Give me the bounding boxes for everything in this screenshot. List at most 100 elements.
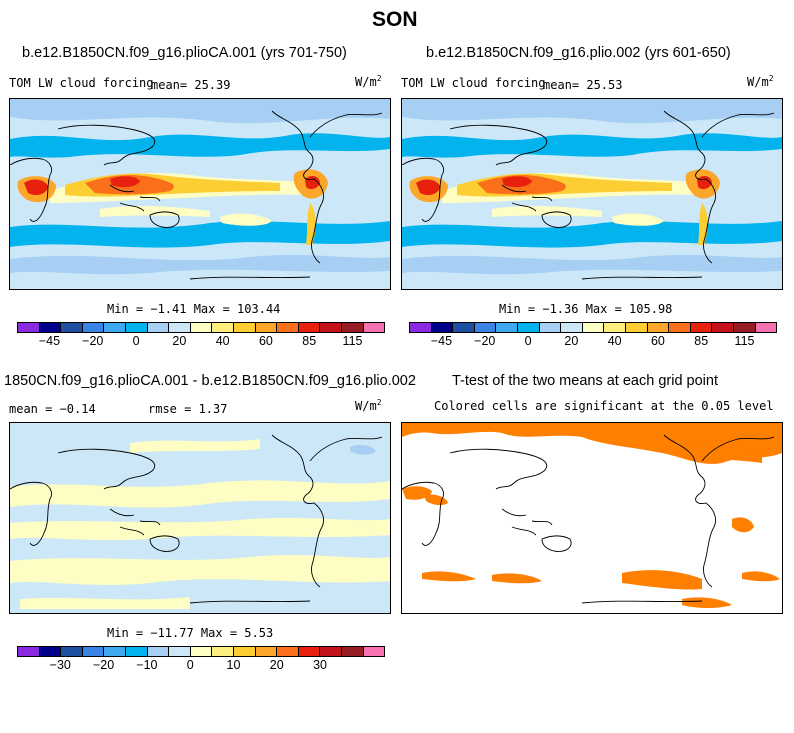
colorbar-cell: [341, 323, 364, 332]
panel2-units: W/m2: [747, 74, 774, 89]
colorbar-cell: [647, 323, 670, 332]
colorbar-tick-label: 115: [342, 334, 363, 348]
colorbar-cell: [212, 647, 234, 656]
colorbar-panel3-ticks: −30 −20 −10 0 10 20 30: [17, 658, 385, 674]
colorbar-cell: [18, 647, 40, 656]
panel1-units: W/m2: [355, 74, 382, 89]
colorbar-panel2: [409, 322, 777, 333]
colorbar-tick-label: 0: [132, 334, 140, 348]
colorbar-cell: [277, 323, 299, 332]
colorbar-cell: [104, 647, 126, 656]
colorbar-tick-label: −10: [136, 658, 158, 672]
colorbar-cell: [669, 323, 691, 332]
colorbar-cell: [190, 323, 213, 332]
colorbar-cell: [104, 323, 126, 332]
page-title: SON: [372, 8, 418, 31]
colorbar-cell: [82, 647, 105, 656]
colorbar-cell: [431, 323, 454, 332]
colorbar-cell: [582, 323, 605, 332]
colorbar-cell: [410, 323, 432, 332]
colorbar-tick-label: 30: [313, 658, 327, 672]
colorbar-tick-label: −20: [82, 334, 104, 348]
colorbar-tick-label: 20: [564, 334, 579, 348]
colorbar-tick-label: 85: [302, 334, 317, 348]
colorbar-cell: [39, 647, 62, 656]
panel3-title: 1850CN.f09_g16.plioCA.001 - b.e12.B1850C…: [4, 373, 416, 389]
panel3-rmse: rmse = 1.37: [148, 402, 228, 416]
panel4-subtitle: Colored cells are significant at the 0.0…: [434, 399, 774, 413]
colorbar-tick-label: 0: [524, 334, 532, 348]
colorbar-cell: [125, 323, 148, 332]
colorbar-cell: [496, 323, 518, 332]
panel1-mean: mean= 25.39: [151, 78, 231, 92]
panel1-variable: TOM LW cloud forcing: [9, 76, 154, 90]
colorbar-tick-label: 10: [226, 658, 241, 672]
colorbar-cell: [125, 647, 148, 656]
panel4-title: T-test of the two means at each grid poi…: [452, 373, 718, 389]
colorbar-cell: [363, 323, 385, 332]
colorbar-tick-label: −45: [430, 334, 453, 348]
colorbar-cell: [147, 323, 170, 332]
colorbar-tick-label: 20: [269, 658, 284, 672]
colorbar-cell: [277, 647, 299, 656]
colorbar-cell: [61, 647, 83, 656]
colorbar-cell: [561, 323, 583, 332]
colorbar-cell: [255, 647, 278, 656]
colorbar-cell: [212, 323, 234, 332]
colorbar-tick-label: 85: [694, 334, 709, 348]
colorbar-cell: [169, 323, 191, 332]
colorbar-cell: [517, 323, 540, 332]
map-panel4: [401, 422, 783, 614]
colorbar-cell: [298, 323, 321, 332]
colorbar-cell: [233, 323, 256, 332]
map-panel3: [9, 422, 391, 614]
colorbar-cell: [363, 647, 385, 656]
panel1-title: b.e12.B1850CN.f09_g16.plioCA.001 (yrs 70…: [22, 45, 347, 61]
colorbar-cell: [61, 323, 83, 332]
colorbar-cell: [255, 323, 278, 332]
colorbar-cell: [604, 323, 626, 332]
colorbar-cell: [190, 647, 213, 656]
colorbar-tick-label: −45: [38, 334, 61, 348]
colorbar-cell: [18, 323, 40, 332]
colorbar-tick-label: 40: [215, 334, 230, 348]
colorbar-cell: [539, 323, 562, 332]
colorbar-tick-label: 40: [607, 334, 622, 348]
panel2-mean: mean= 25.53: [543, 78, 623, 92]
colorbar-cell: [39, 323, 62, 332]
colorbar-cell: [147, 647, 170, 656]
colorbar-cell: [320, 647, 342, 656]
colorbar-cell: [169, 647, 191, 656]
colorbar-tick-label: −20: [474, 334, 496, 348]
colorbar-cell: [690, 323, 713, 332]
panel3-mean: mean = −0.14: [9, 402, 96, 416]
panel1-stats: Min = −1.41 Max = 103.44: [107, 302, 281, 316]
panel3-stats: Min = −11.77 Max = 5.53: [107, 626, 274, 640]
colorbar-tick-label: 0: [186, 658, 194, 672]
colorbar-tick-label: −20: [92, 658, 115, 672]
colorbar-cell: [298, 647, 321, 656]
colorbar-tick-label: 60: [650, 334, 665, 348]
colorbar-cell: [755, 323, 777, 332]
colorbar-tick-label: −30: [49, 658, 71, 672]
colorbar-cell: [733, 323, 756, 332]
map-panel2: [401, 98, 783, 290]
colorbar-cell: [82, 323, 105, 332]
colorbar-cell: [453, 323, 475, 332]
colorbar-panel2-ticks: −45 −20 0 20 40 60 85 115: [409, 334, 777, 350]
colorbar-panel3: [17, 646, 385, 657]
colorbar-cell: [625, 323, 648, 332]
colorbar-cell: [474, 323, 497, 332]
colorbar-tick-label: 115: [734, 334, 755, 348]
colorbar-cell: [341, 647, 364, 656]
colorbar-cell: [320, 323, 342, 332]
panel2-variable: TOM LW cloud forcing: [401, 76, 546, 90]
panel2-title: b.e12.B1850CN.f09_g16.plio.002 (yrs 601-…: [426, 45, 731, 61]
panel2-stats: Min = −1.36 Max = 105.98: [499, 302, 673, 316]
colorbar-panel1: [17, 322, 385, 333]
colorbar-panel1-ticks: −45 −20 0 20 40 60 85 115: [17, 334, 385, 350]
colorbar-cell: [233, 647, 256, 656]
map-panel1: [9, 98, 391, 290]
panel3-units: W/m2: [355, 398, 382, 413]
colorbar-tick-label: 60: [258, 334, 273, 348]
